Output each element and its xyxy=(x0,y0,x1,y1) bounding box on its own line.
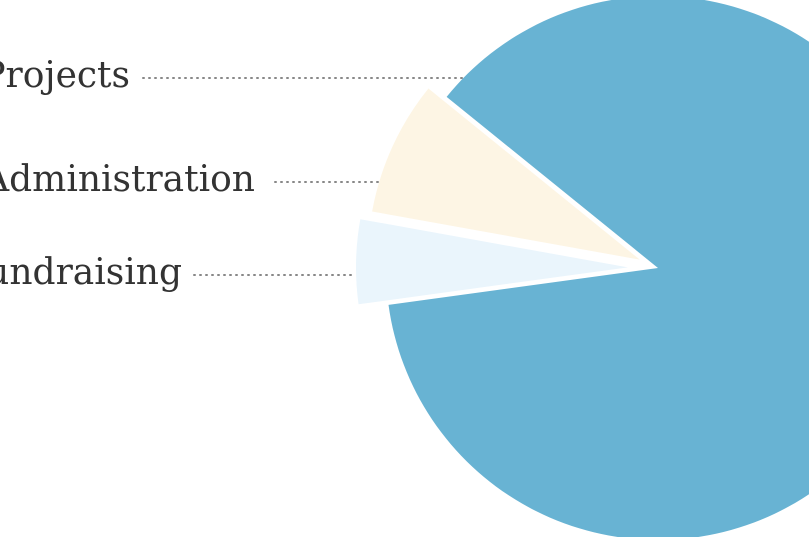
slice-label: Administration xyxy=(0,159,255,200)
slice-label: Fundraising xyxy=(0,252,182,293)
pie-slice xyxy=(372,88,640,260)
pie-slice xyxy=(356,219,629,305)
pie-slice xyxy=(388,0,809,537)
slice-label: Projects xyxy=(0,55,130,96)
